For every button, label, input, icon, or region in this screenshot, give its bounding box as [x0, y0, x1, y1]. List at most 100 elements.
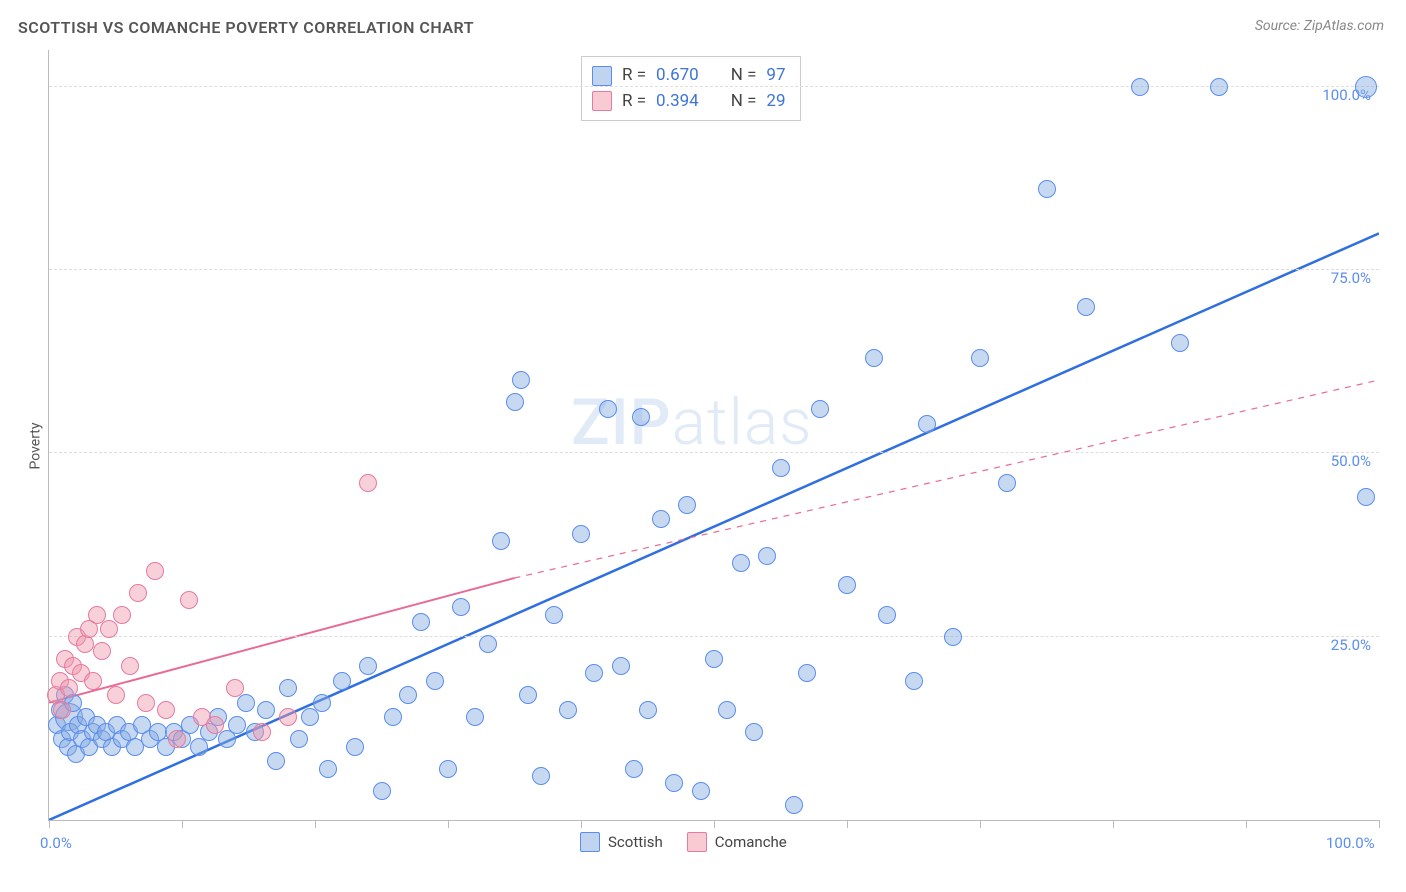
data-point: [998, 474, 1016, 492]
y-tick-label: 25.0%: [1331, 636, 1371, 654]
data-point: [426, 672, 444, 690]
data-point: [545, 606, 563, 624]
data-point: [1355, 76, 1377, 98]
data-point: [625, 760, 643, 778]
legend-row: R = 0.394 N = 29: [592, 89, 786, 115]
data-point: [785, 796, 803, 814]
data-point: [811, 400, 829, 418]
data-point: [632, 408, 650, 426]
n-label: N =: [731, 89, 757, 115]
data-point: [798, 664, 816, 682]
data-point: [237, 694, 255, 712]
data-point: [1357, 488, 1375, 506]
watermark-zip: ZIP: [571, 385, 672, 460]
data-point: [84, 672, 102, 690]
data-point: [359, 657, 377, 675]
legend-swatch: [592, 66, 612, 86]
y-axis-label: Poverty: [28, 422, 44, 469]
x-tick: [315, 820, 316, 828]
series-legend: Scottish Comanche: [580, 832, 787, 852]
data-point: [838, 576, 856, 594]
data-point: [60, 679, 78, 697]
x-tick-label: 100.0%: [1326, 834, 1375, 852]
data-point: [1077, 298, 1095, 316]
data-point: [359, 474, 377, 492]
data-point: [732, 554, 750, 572]
data-point: [100, 620, 118, 638]
data-point: [1171, 334, 1189, 352]
r-label: R =: [622, 89, 646, 115]
data-point: [944, 628, 962, 646]
data-point: [137, 694, 155, 712]
n-value: 29: [766, 89, 785, 115]
data-point: [279, 708, 297, 726]
x-tick: [980, 820, 981, 828]
x-tick: [581, 820, 582, 828]
legend-swatch: [687, 832, 707, 852]
data-point: [333, 672, 351, 690]
data-point: [121, 657, 139, 675]
series-label: Scottish: [608, 833, 663, 851]
data-point: [772, 459, 790, 477]
data-point: [705, 650, 723, 668]
data-point: [439, 760, 457, 778]
data-point: [168, 730, 186, 748]
data-point: [479, 635, 497, 653]
data-point: [253, 723, 271, 741]
data-point: [971, 349, 989, 367]
data-point: [665, 774, 683, 792]
x-tick: [1246, 820, 1247, 828]
data-point: [129, 584, 147, 602]
legend-row: R =0.670N =97: [592, 63, 786, 89]
data-point: [745, 723, 763, 741]
x-tick: [49, 820, 50, 828]
y-tick-label: 50.0%: [1331, 452, 1371, 470]
plot-area: ZIPatlas R =0.670N =97R =0.394N =29 25.0…: [48, 50, 1379, 821]
data-point: [412, 613, 430, 631]
data-point: [399, 686, 417, 704]
data-point: [718, 701, 736, 719]
x-tick: [714, 820, 715, 828]
watermark-atlas: atlas: [672, 385, 813, 460]
x-tick: [847, 820, 848, 828]
data-point: [918, 415, 936, 433]
data-point: [758, 547, 776, 565]
data-point: [93, 642, 111, 660]
series-label: Comanche: [715, 833, 787, 851]
gridline: [49, 452, 1379, 453]
data-point: [373, 782, 391, 800]
data-point: [290, 730, 308, 748]
x-tick: [182, 820, 183, 828]
data-point: [612, 657, 630, 675]
n-label: N =: [731, 63, 757, 89]
r-value: 0.394: [656, 89, 699, 115]
data-point: [384, 708, 402, 726]
series-legend-item: Scottish: [580, 832, 663, 852]
data-point: [639, 701, 657, 719]
watermark: ZIPatlas: [571, 385, 813, 460]
data-point: [452, 598, 470, 616]
data-point: [107, 686, 125, 704]
series-legend-item: Comanche: [687, 832, 787, 852]
data-point: [905, 672, 923, 690]
legend-swatch: [580, 832, 600, 852]
gridline: [49, 86, 1379, 87]
n-value: 97: [766, 63, 785, 89]
data-point: [313, 694, 331, 712]
source-label: Source: ZipAtlas.com: [1255, 18, 1384, 34]
data-point: [267, 752, 285, 770]
data-point: [113, 606, 131, 624]
data-point: [466, 708, 484, 726]
data-point: [559, 701, 577, 719]
legend-swatch: [592, 91, 612, 111]
data-point: [512, 371, 530, 389]
data-point: [279, 679, 297, 697]
x-tick-label: 0.0%: [40, 834, 72, 852]
y-tick-label: 75.0%: [1331, 269, 1371, 287]
data-point: [319, 760, 337, 778]
data-point: [506, 393, 524, 411]
data-point: [257, 701, 275, 719]
data-point: [878, 606, 896, 624]
data-point: [519, 686, 537, 704]
data-point: [346, 738, 364, 756]
